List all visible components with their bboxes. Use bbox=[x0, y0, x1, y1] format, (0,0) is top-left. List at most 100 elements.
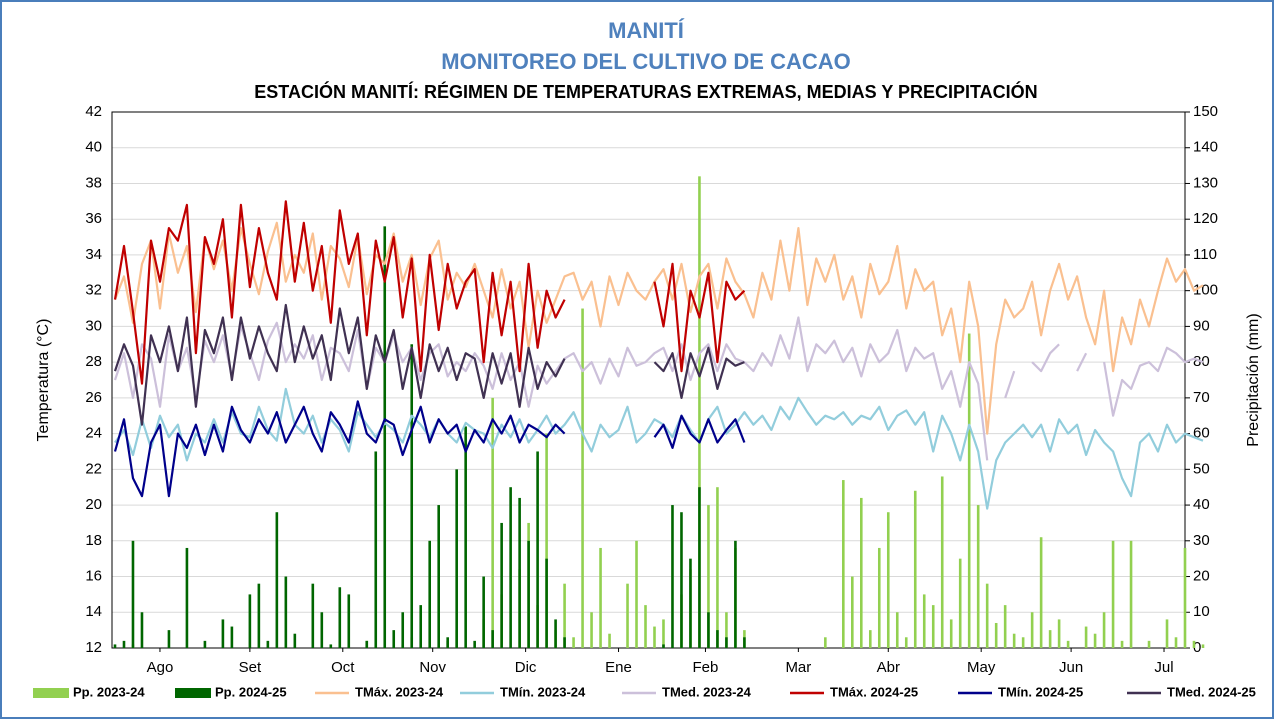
precip-bar bbox=[707, 505, 710, 648]
y-tick-label: 38 bbox=[85, 174, 102, 191]
y-tick-label: 32 bbox=[85, 282, 102, 299]
precip-bar bbox=[491, 630, 494, 648]
plot-border bbox=[111, 111, 1186, 649]
y-tick-label: 28 bbox=[85, 353, 102, 370]
x-tick-label: Feb bbox=[693, 659, 719, 676]
precip-bar bbox=[1057, 619, 1061, 648]
precip-bar bbox=[203, 640, 207, 648]
y2-tick-label: 100 bbox=[1193, 282, 1218, 299]
precip-bar bbox=[437, 505, 440, 648]
y2-tick-label: 130 bbox=[1193, 174, 1218, 191]
precip-bar bbox=[716, 630, 719, 648]
precip-bar bbox=[1012, 633, 1016, 648]
temp-line bbox=[1031, 343, 1060, 373]
precip-bar bbox=[689, 558, 692, 648]
precip-bar bbox=[698, 176, 701, 648]
precip-bar bbox=[545, 433, 548, 648]
chart-title: ESTACIÓN MANITÍ: RÉGIMEN DE TEMPERATURAS… bbox=[254, 81, 1037, 102]
precip-bar bbox=[1102, 612, 1106, 648]
y-tick-label: 40 bbox=[85, 139, 102, 156]
precip-bar bbox=[140, 612, 144, 648]
legend-swatch bbox=[175, 688, 211, 698]
precip-bar bbox=[419, 605, 423, 648]
precip-bar bbox=[563, 637, 566, 648]
precip-bar bbox=[626, 583, 629, 648]
y-tick-label: 26 bbox=[85, 389, 102, 406]
x-tick-label: Ago bbox=[147, 659, 174, 676]
precip-bar bbox=[707, 612, 710, 648]
precip-bar bbox=[293, 633, 297, 648]
x-tick-label: Jul bbox=[1154, 659, 1173, 676]
precip-bar bbox=[644, 605, 647, 648]
precip-bar bbox=[518, 497, 521, 648]
precip-bar bbox=[473, 640, 476, 648]
precip-bar bbox=[410, 344, 414, 648]
precip-bar bbox=[581, 308, 584, 648]
precip-bar bbox=[931, 605, 935, 648]
precip-bar bbox=[446, 637, 449, 648]
y-tick-label: 20 bbox=[85, 496, 102, 513]
temp-line bbox=[113, 316, 989, 461]
temp-line bbox=[113, 200, 566, 385]
y2-tick-label: 0 bbox=[1193, 639, 1201, 656]
precip-bar bbox=[590, 612, 593, 648]
precip-bar bbox=[662, 644, 665, 648]
precip-bar bbox=[1048, 630, 1052, 648]
precip-bar bbox=[904, 637, 908, 648]
precip-bar bbox=[383, 226, 387, 648]
precip-bar bbox=[131, 540, 135, 648]
legend-label: TMín. 2023-24 bbox=[500, 684, 586, 699]
precip-bar bbox=[671, 505, 674, 648]
legend-label: TMáx. 2023-24 bbox=[355, 684, 444, 699]
y2-tick-label: 10 bbox=[1193, 603, 1210, 620]
y-tick-label: 22 bbox=[85, 460, 102, 477]
temp-line bbox=[113, 221, 1204, 435]
precip-bar bbox=[1174, 637, 1178, 648]
precip-bar bbox=[860, 497, 863, 648]
precip-bar bbox=[635, 540, 638, 648]
precip-bar bbox=[509, 487, 512, 648]
legend-swatch bbox=[33, 688, 69, 698]
y2-tick-label: 120 bbox=[1193, 210, 1218, 227]
precip-bar bbox=[940, 476, 944, 648]
precip-bar bbox=[455, 469, 458, 648]
precip-bar bbox=[266, 640, 270, 648]
precip-bar bbox=[248, 594, 252, 648]
precip-bar bbox=[1192, 640, 1196, 648]
precip-bar bbox=[1165, 619, 1169, 648]
precip-bar bbox=[428, 540, 432, 648]
precip-bar bbox=[563, 583, 566, 648]
y2-tick-label: 70 bbox=[1193, 389, 1210, 406]
legend-label: TMed. 2024-25 bbox=[1167, 684, 1256, 699]
precip-bar bbox=[221, 619, 225, 648]
precip-bar bbox=[464, 426, 467, 648]
precip-bar bbox=[895, 612, 899, 648]
precip-bar bbox=[500, 522, 503, 648]
y2-tick-label: 40 bbox=[1193, 496, 1210, 513]
precip-bar bbox=[922, 594, 926, 648]
precip-bar bbox=[1120, 640, 1124, 648]
precip-bar bbox=[284, 576, 288, 648]
y-tick-label: 24 bbox=[85, 425, 102, 442]
y-tick-label: 18 bbox=[85, 532, 102, 549]
precip-bar bbox=[994, 622, 998, 648]
precip-bar bbox=[185, 547, 189, 648]
precip-bar bbox=[482, 576, 485, 648]
precip-bar bbox=[365, 640, 369, 648]
y-tick-label: 14 bbox=[85, 603, 102, 620]
precip-bar bbox=[347, 594, 351, 648]
temp-line bbox=[653, 262, 746, 373]
precip-bar bbox=[851, 576, 854, 648]
precip-bar bbox=[1039, 537, 1043, 648]
y2-tick-label: 150 bbox=[1193, 103, 1218, 120]
precip-bar bbox=[653, 626, 656, 648]
legend-label: Pp. 2023-24 bbox=[73, 684, 145, 699]
legend-label: Pp. 2024-25 bbox=[215, 684, 287, 699]
precip-bar bbox=[743, 637, 746, 648]
precip-bar bbox=[527, 540, 530, 648]
precip-bar bbox=[1066, 640, 1070, 648]
temp-line bbox=[114, 387, 1204, 510]
precip-bar bbox=[1003, 605, 1007, 648]
precip-bar bbox=[275, 512, 279, 648]
